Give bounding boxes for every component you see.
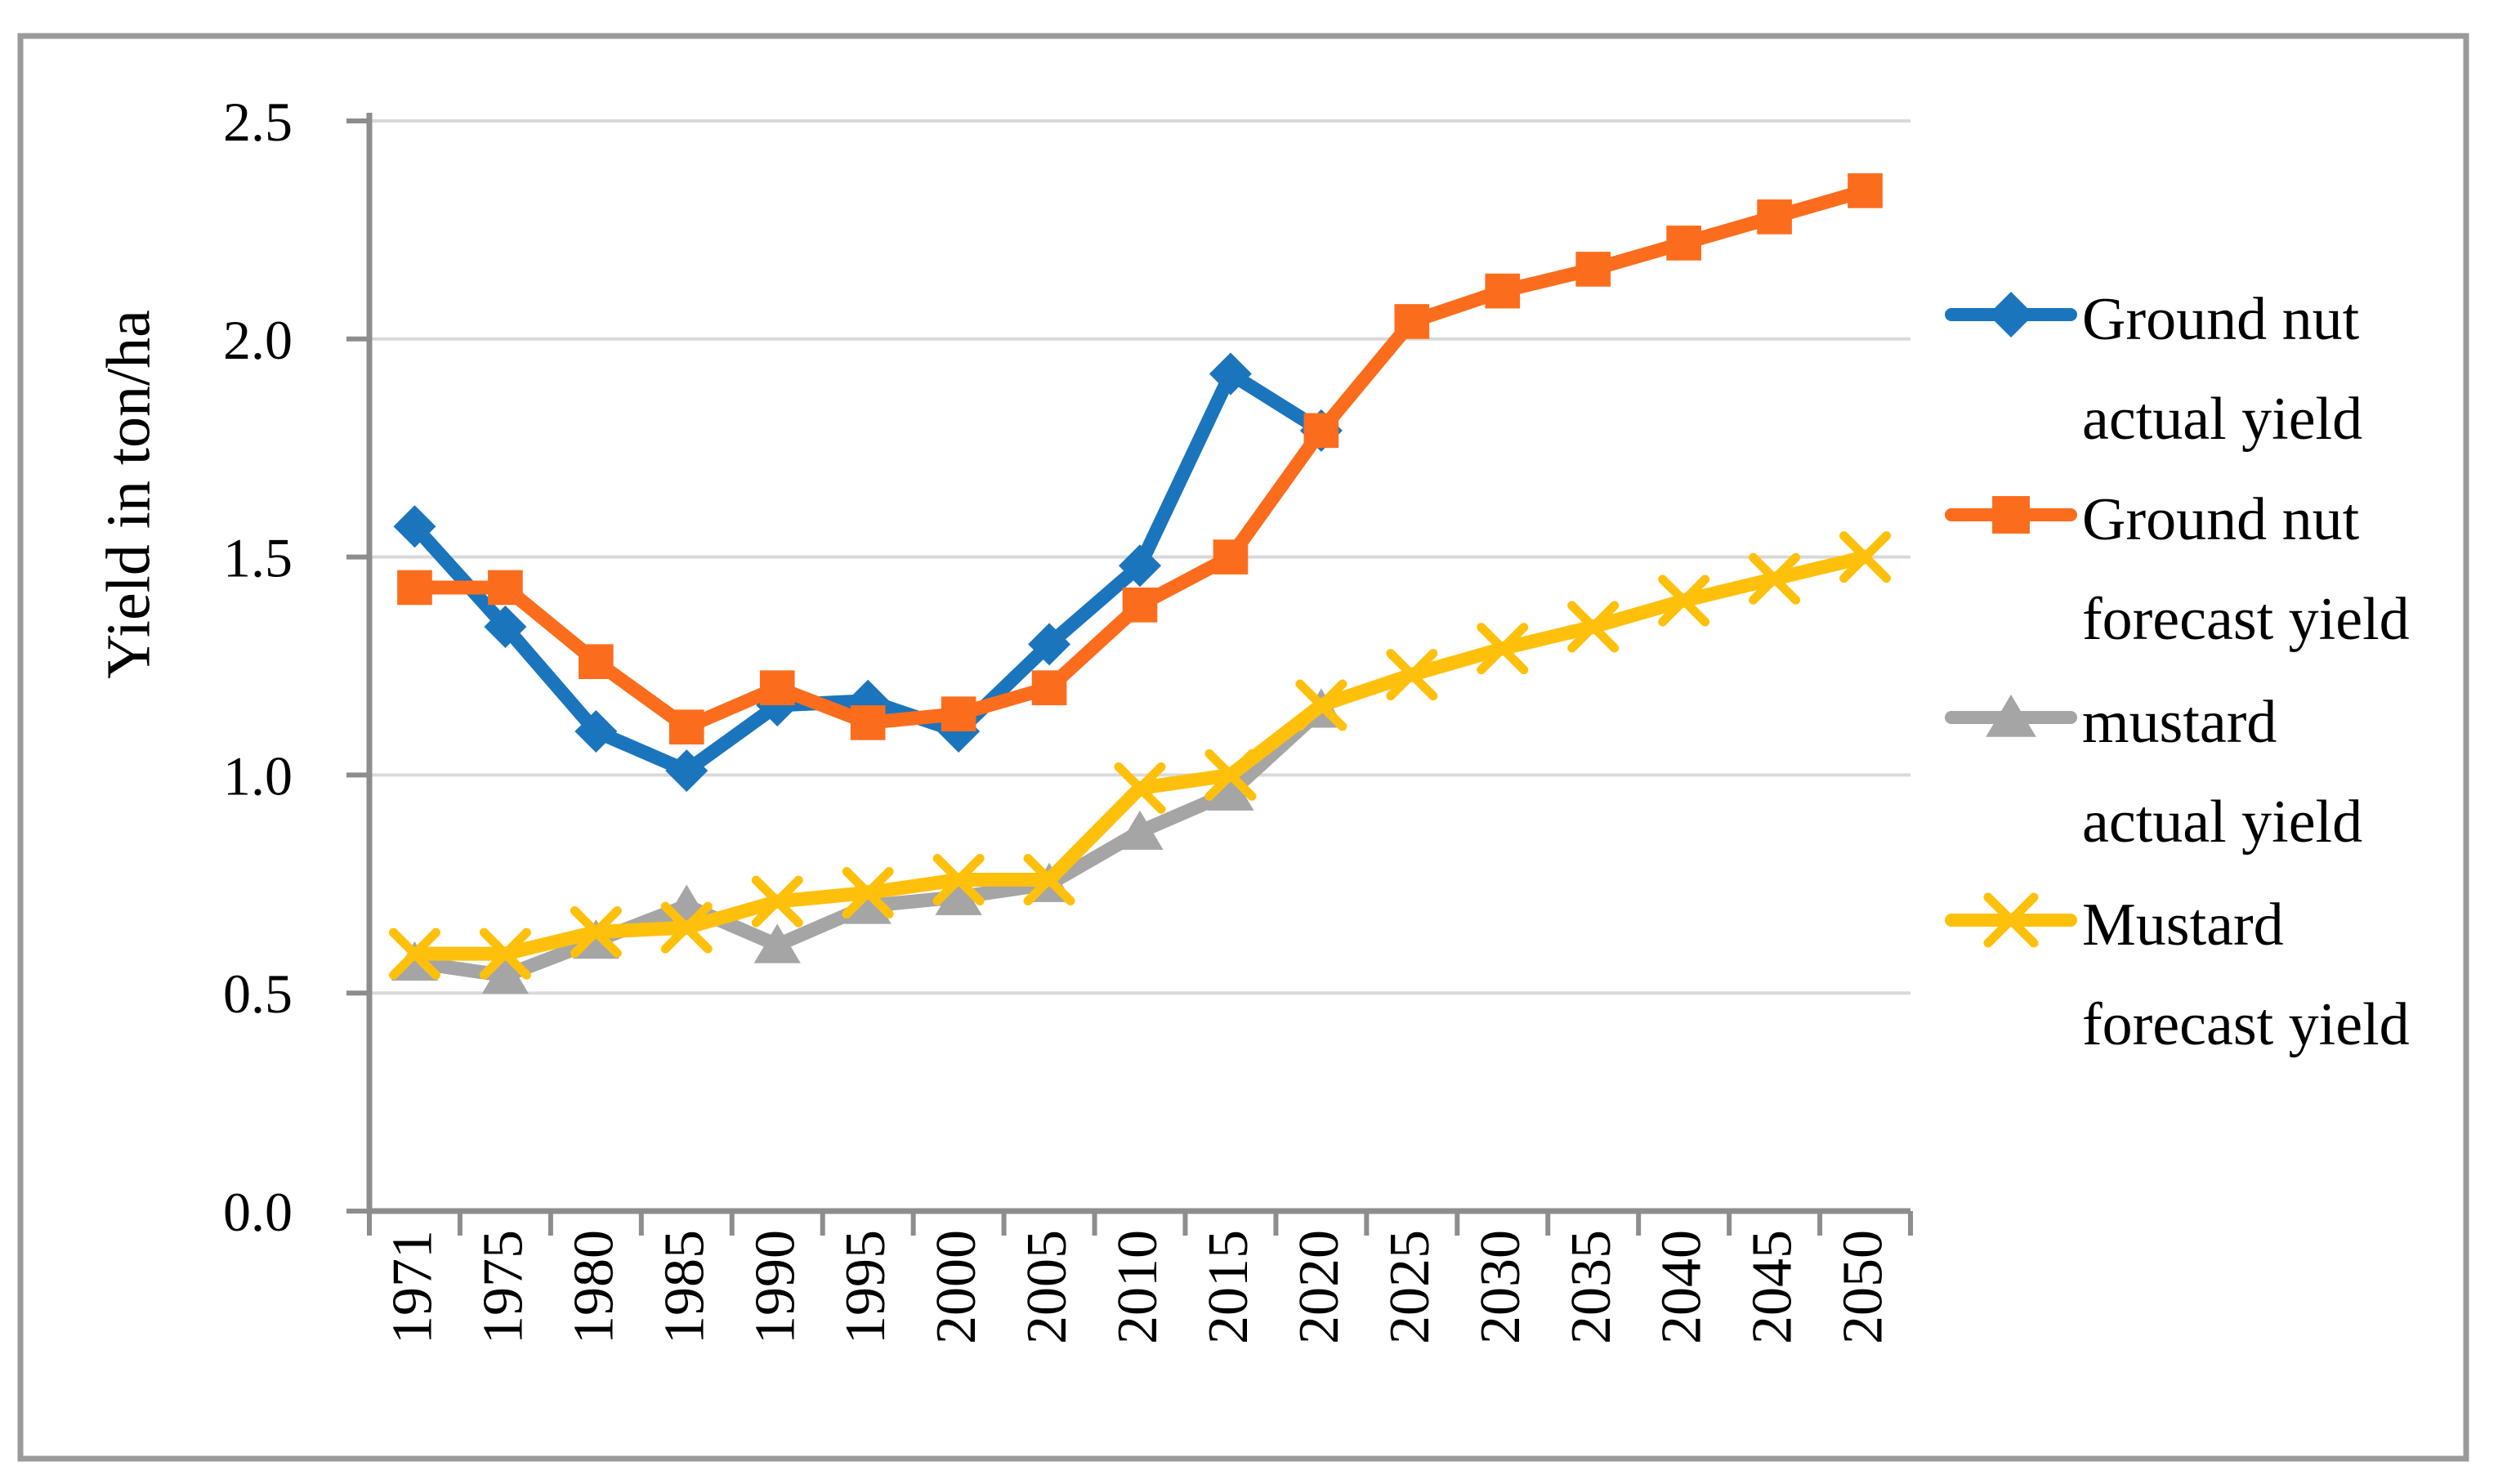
series-marker-mustard-forecast-yield xyxy=(388,928,440,980)
legend-label-mustard-actual-yield: mustard xyxy=(2082,689,2277,756)
series-marker-mustard-forecast-yield xyxy=(660,901,713,954)
x-tick-label: 1971 xyxy=(382,1230,445,1344)
y-axis-title: Yield in ton/ha xyxy=(94,310,163,679)
y-tick-label: 0.5 xyxy=(223,963,293,1025)
series-marker-mustard-forecast-yield xyxy=(1386,649,1438,701)
series-marker-mustard-forecast-yield xyxy=(1204,749,1257,801)
y-tick-label: 2.5 xyxy=(223,91,293,153)
y-tick-label: 1.5 xyxy=(223,527,293,589)
series-marker-ground-nut-forecast-yield xyxy=(488,570,523,606)
x-tick-label: 2000 xyxy=(925,1230,988,1344)
series-marker-ground-nut-forecast-yield xyxy=(1031,670,1067,705)
series-marker-mustard-forecast-yield xyxy=(1295,679,1347,731)
y-tick-label: 1.0 xyxy=(223,744,293,807)
series-marker-ground-nut-actual-yield xyxy=(393,505,436,548)
legend-label-ground-nut-forecast-yield: forecast yield xyxy=(2082,586,2410,653)
legend-marker-ground-nut-actual-yield-icon xyxy=(1988,292,2034,337)
series-marker-mustard-forecast-yield xyxy=(1114,762,1166,814)
series-marker-mustard-forecast-yield xyxy=(932,853,985,905)
series-marker-ground-nut-actual-yield xyxy=(1209,352,1252,396)
legend-label-ground-nut-actual-yield: Ground nut xyxy=(2082,286,2360,353)
legend-label-ground-nut-actual-yield: actual yield xyxy=(2082,386,2362,453)
x-tick-label: 2025 xyxy=(1379,1230,1441,1344)
series-marker-ground-nut-forecast-yield xyxy=(850,705,886,740)
series-marker-mustard-actual-yield xyxy=(1116,810,1164,850)
series-marker-mustard-forecast-yield xyxy=(842,866,894,919)
x-tick-label: 2045 xyxy=(1741,1230,1804,1344)
series-marker-ground-nut-forecast-yield xyxy=(1848,173,1883,208)
series-marker-mustard-forecast-yield xyxy=(479,928,531,980)
series-marker-ground-nut-forecast-yield xyxy=(1757,199,1792,235)
series-marker-ground-nut-actual-yield xyxy=(574,710,618,753)
series-marker-ground-nut-forecast-yield xyxy=(1666,226,1701,261)
x-tick-label: 2040 xyxy=(1651,1230,1714,1344)
series-line-ground-nut-forecast-yield xyxy=(407,183,1873,735)
x-tick-label: 2050 xyxy=(1832,1230,1895,1344)
series-marker-ground-nut-forecast-yield xyxy=(1303,413,1339,449)
series-marker-mustard-forecast-yield xyxy=(570,906,622,958)
series-marker-ground-nut-forecast-yield xyxy=(668,709,704,745)
series-marker-mustard-actual-yield xyxy=(753,923,801,963)
series-marker-mustard-actual-yield xyxy=(844,884,892,924)
x-tick-label: 2010 xyxy=(1106,1230,1169,1344)
x-tick-label: 2005 xyxy=(1016,1230,1079,1344)
x-tick-label: 1990 xyxy=(744,1230,807,1344)
series-marker-mustard-forecast-yield xyxy=(1749,552,1801,605)
figure-border xyxy=(17,33,2469,1462)
series-marker-mustard-forecast-yield xyxy=(1023,853,1075,905)
series-marker-mustard-forecast-yield xyxy=(1567,601,1620,653)
series-marker-mustard-forecast-yield xyxy=(1839,531,1892,583)
series-marker-mustard-actual-yield xyxy=(1207,771,1254,811)
series-marker-mustard-actual-yield xyxy=(481,954,530,994)
x-tick-label: 2035 xyxy=(1560,1230,1623,1344)
series-marker-mustard-forecast-yield xyxy=(751,875,803,928)
legend-marker-ground-nut-forecast-yield-icon xyxy=(1992,496,2030,534)
series-marker-ground-nut-forecast-yield xyxy=(1394,304,1430,339)
legend-label-mustard-actual-yield: actual yield xyxy=(2082,789,2362,856)
series-marker-ground-nut-actual-yield xyxy=(484,605,527,648)
series-marker-ground-nut-forecast-yield xyxy=(941,696,976,732)
series-marker-ground-nut-forecast-yield xyxy=(1575,252,1611,287)
x-tick-label: 2015 xyxy=(1197,1230,1260,1344)
x-tick-label: 1975 xyxy=(471,1230,534,1344)
series-marker-ground-nut-actual-yield xyxy=(1028,623,1071,666)
legend-label-mustard-forecast-yield: Mustard xyxy=(2082,892,2284,959)
series-marker-ground-nut-forecast-yield xyxy=(759,670,795,705)
x-tick-label: 1995 xyxy=(834,1230,897,1344)
series-marker-mustard-forecast-yield xyxy=(1658,574,1710,627)
x-tick-label: 2030 xyxy=(1469,1230,1532,1344)
y-tick-label: 0.0 xyxy=(223,1181,293,1243)
x-tick-label: 2020 xyxy=(1288,1230,1351,1344)
series-marker-ground-nut-forecast-yield xyxy=(579,644,614,679)
series-line-mustard-actual-yield xyxy=(407,702,1329,983)
x-tick-label: 1980 xyxy=(562,1230,625,1344)
series-marker-ground-nut-forecast-yield xyxy=(397,570,432,606)
legend-marker-mustard-actual-yield-icon xyxy=(1986,695,2036,737)
x-tick-label: 1985 xyxy=(653,1230,716,1344)
series-marker-ground-nut-forecast-yield xyxy=(1485,273,1521,309)
legend-label-ground-nut-forecast-yield: Ground nut xyxy=(2082,486,2360,553)
legend-marker-mustard-forecast-yield-icon xyxy=(1983,892,2039,948)
y-tick-label: 2.0 xyxy=(223,309,293,371)
series-marker-mustard-forecast-yield xyxy=(1477,623,1529,675)
series-marker-ground-nut-actual-yield xyxy=(1119,544,1161,588)
series-marker-mustard-actual-yield xyxy=(935,875,982,915)
series-marker-ground-nut-forecast-yield xyxy=(1213,539,1249,574)
legend-label-mustard-forecast-yield: forecast yield xyxy=(2082,991,2410,1058)
series-marker-ground-nut-forecast-yield xyxy=(1122,587,1158,623)
series-marker-ground-nut-actual-yield xyxy=(665,749,708,793)
